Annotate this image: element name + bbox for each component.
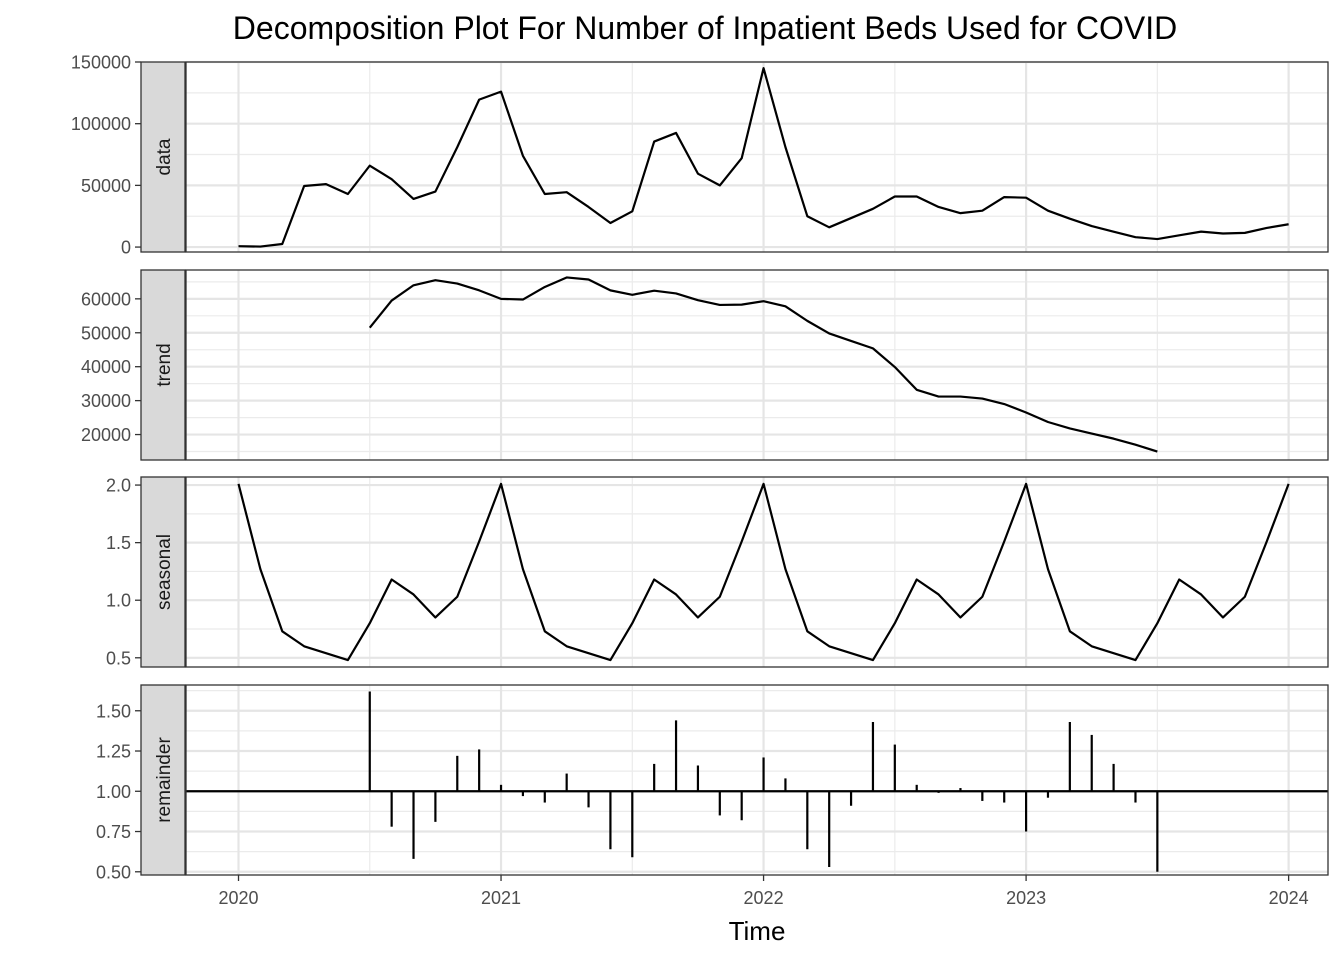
gridlines [186, 270, 1328, 460]
panel-border [185, 61, 1329, 253]
y-tick-label: 50000 [81, 176, 131, 196]
y-tick-label: 1.50 [96, 701, 131, 721]
strip-label-seasonal: seasonal [154, 534, 175, 610]
y-tick-label: 1.5 [106, 533, 131, 553]
y-axis-data: 0 50000 100000 150000 [71, 53, 141, 258]
strip-trend [140, 269, 186, 461]
y-tick-label: 150000 [71, 53, 131, 73]
strip-label-trend: trend [154, 343, 175, 386]
panel-border [185, 476, 1329, 668]
remainder-series [186, 691, 1328, 872]
x-tick-label: 2020 [218, 888, 258, 908]
y-tick-label: 100000 [71, 114, 131, 134]
panel-border [185, 269, 1329, 461]
y-tick-label: 30000 [81, 391, 131, 411]
x-tick-label: 2023 [1006, 888, 1046, 908]
x-axis: 2020 2021 2022 2023 2024 [218, 875, 1309, 908]
strip-label-data: data [154, 138, 175, 175]
y-tick-label: 1.00 [96, 782, 131, 802]
y-tick-label: 20000 [81, 425, 131, 445]
strip-data [140, 61, 186, 253]
y-tick-label: 40000 [81, 357, 131, 377]
strip-remainder [140, 684, 186, 876]
panels-layer: data 0 50000 100000 150000 trend 20000 30000 400… [71, 53, 1329, 882]
panel-seasonal: seasonal 0.5 1.0 1.5 2.0 [106, 476, 1329, 668]
seasonal-series [237, 482, 1290, 662]
y-tick-label: 1.0 [106, 591, 131, 611]
x-tick-label: 2021 [481, 888, 521, 908]
x-tick-label: 2024 [1269, 888, 1309, 908]
strip-label-remainder: remainder [154, 737, 175, 823]
panel-background [186, 62, 1328, 252]
panel-border [185, 684, 1329, 876]
y-axis-trend: 20000 30000 40000 50000 60000 [81, 289, 141, 445]
trend-series [368, 276, 1158, 453]
panel-background [186, 685, 1328, 875]
panel-data: data 0 50000 100000 150000 [71, 53, 1329, 258]
panel-trend: trend 20000 30000 40000 50000 60000 [81, 269, 1329, 461]
y-tick-label: 50000 [81, 323, 131, 343]
y-tick-label: 0 [121, 238, 131, 258]
chart-title: Decomposition Plot For Number of Inpatie… [233, 10, 1177, 46]
y-tick-label: 2.0 [106, 476, 131, 496]
y-tick-label: 60000 [81, 289, 131, 309]
data-series [238, 67, 1289, 248]
strip-seasonal [140, 476, 186, 668]
y-axis-seasonal: 0.5 1.0 1.5 2.0 [106, 476, 141, 668]
y-tick-label: 1.25 [96, 742, 131, 762]
x-tick-label: 2022 [744, 888, 784, 908]
panel-remainder: remainder 0.50 0.75 1.00 1.25 1.50 [96, 684, 1329, 882]
y-tick-label: 0.50 [96, 862, 131, 882]
x-axis-title: Time [729, 916, 786, 946]
y-tick-label: 0.5 [106, 648, 131, 668]
y-axis-remainder: 0.50 0.75 1.00 1.25 1.50 [96, 701, 141, 882]
y-tick-label: 0.75 [96, 822, 131, 842]
